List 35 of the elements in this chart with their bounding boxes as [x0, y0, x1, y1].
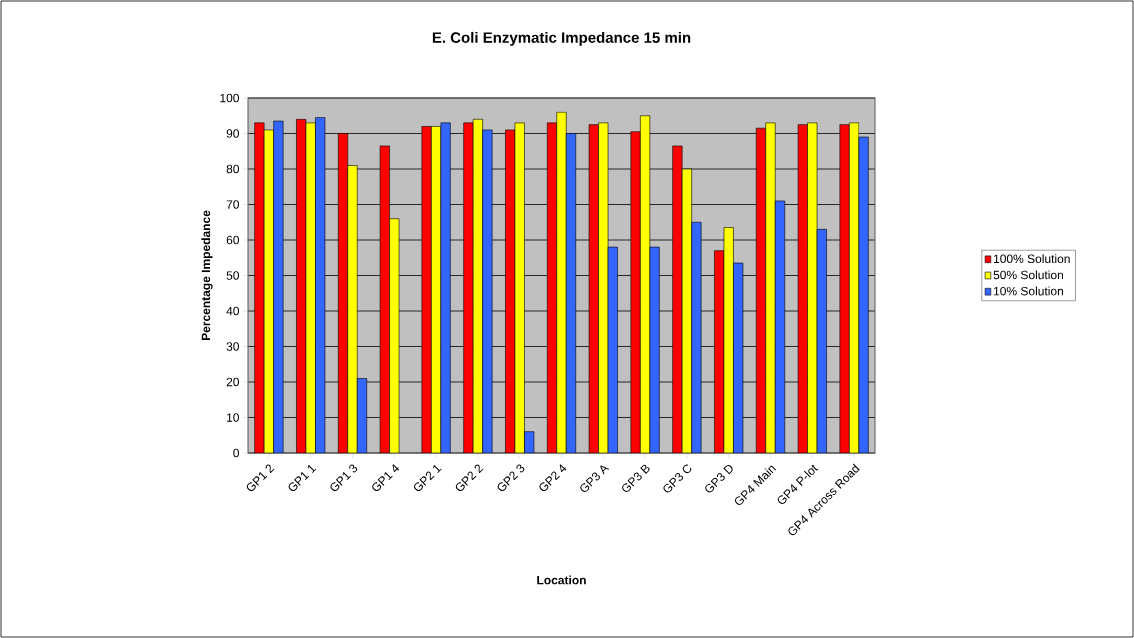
y-tick-label: 10	[227, 413, 240, 422]
y-tick-label: 90	[226, 129, 240, 138]
x-tick-label: GP2 2	[455, 464, 484, 492]
bar	[347, 165, 358, 453]
y-tick-label: 50	[226, 271, 240, 280]
x-tick-label: GP3 C	[663, 464, 692, 493]
y-tick-label: 0	[233, 448, 240, 458]
bar	[765, 122, 776, 453]
legend-label: 10% Solution	[994, 286, 1064, 296]
x-tick-label: GP2 4	[539, 464, 567, 492]
y-tick-label: 20	[226, 377, 240, 387]
x-tick-label: GP3 D	[705, 465, 733, 493]
x-tick-label: GP3 A	[580, 465, 610, 492]
y-tick-label: 100	[220, 93, 240, 103]
x-tick-label: GP1 2	[246, 464, 275, 492]
x-tick-label: GP1 4	[372, 464, 400, 492]
x-tick-label: GP1 3	[330, 464, 358, 492]
x-tick-label: GP2 1	[414, 464, 442, 492]
chart-title: E. Coli Enzymatic Impedance 15 min	[432, 31, 691, 46]
bar	[482, 129, 493, 453]
bar	[556, 111, 567, 453]
legend-label: 50% Solution	[993, 270, 1064, 280]
y-tick-label: 70	[226, 200, 240, 209]
y-tick-label: 40	[226, 306, 240, 316]
y-tick-label: 30	[226, 342, 240, 351]
y-tick-label: 80	[226, 164, 240, 174]
legend-label: 100% Solution	[994, 254, 1070, 264]
bar	[273, 120, 284, 453]
y-tick-label: 60	[226, 235, 240, 245]
x-tick-label: GP2 3	[497, 464, 525, 492]
x-axis-title: Location	[537, 575, 586, 585]
x-tick-label: GP1 1	[288, 464, 317, 492]
y-axis-title: Percentage Impedance	[201, 210, 213, 341]
bar	[691, 221, 702, 453]
x-tick-label: GP3 B	[622, 464, 650, 492]
